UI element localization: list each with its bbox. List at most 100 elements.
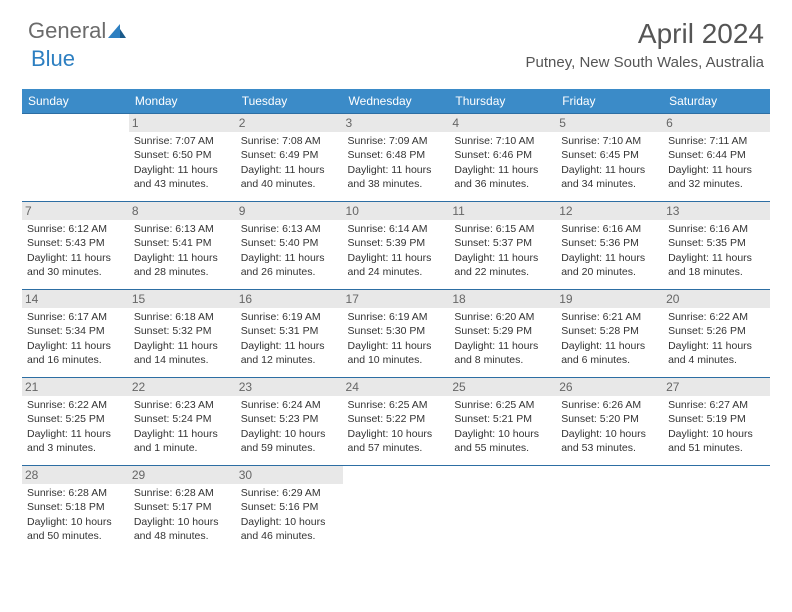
day-number: 13 bbox=[663, 202, 770, 220]
day-number: 8 bbox=[129, 202, 236, 220]
daylight-line: Daylight: 11 hours bbox=[241, 339, 338, 353]
weekday-header: Wednesday bbox=[343, 89, 450, 114]
sunrise-line: Sunrise: 6:22 AM bbox=[668, 310, 765, 324]
calendar-cell: 6Sunrise: 7:11 AMSunset: 6:44 PMDaylight… bbox=[663, 114, 770, 202]
daylight-line: and 14 minutes. bbox=[134, 353, 231, 367]
daylight-line: Daylight: 11 hours bbox=[348, 163, 445, 177]
calendar-cell: 14Sunrise: 6:17 AMSunset: 5:34 PMDayligh… bbox=[22, 290, 129, 378]
daylight-line: and 36 minutes. bbox=[454, 177, 551, 191]
calendar-body: 1Sunrise: 7:07 AMSunset: 6:50 PMDaylight… bbox=[22, 114, 770, 554]
daylight-line: and 3 minutes. bbox=[27, 441, 124, 455]
sunset-line: Sunset: 5:43 PM bbox=[27, 236, 124, 250]
calendar-cell: 21Sunrise: 6:22 AMSunset: 5:25 PMDayligh… bbox=[22, 378, 129, 466]
weekday-header: Monday bbox=[129, 89, 236, 114]
day-number: 1 bbox=[129, 114, 236, 132]
daylight-line: and 43 minutes. bbox=[134, 177, 231, 191]
calendar-cell: 18Sunrise: 6:20 AMSunset: 5:29 PMDayligh… bbox=[449, 290, 556, 378]
daylight-line: Daylight: 11 hours bbox=[27, 251, 124, 265]
calendar-row: 14Sunrise: 6:17 AMSunset: 5:34 PMDayligh… bbox=[22, 290, 770, 378]
logo: General bbox=[28, 18, 128, 44]
sunrise-line: Sunrise: 7:07 AM bbox=[134, 134, 231, 148]
calendar-cell: 26Sunrise: 6:26 AMSunset: 5:20 PMDayligh… bbox=[556, 378, 663, 466]
sunset-line: Sunset: 5:16 PM bbox=[241, 500, 338, 514]
day-number: 12 bbox=[556, 202, 663, 220]
daylight-line: Daylight: 11 hours bbox=[454, 163, 551, 177]
sunrise-line: Sunrise: 6:13 AM bbox=[134, 222, 231, 236]
day-number: 18 bbox=[449, 290, 556, 308]
sunset-line: Sunset: 5:34 PM bbox=[27, 324, 124, 338]
daylight-line: Daylight: 10 hours bbox=[668, 427, 765, 441]
calendar-cell: 13Sunrise: 6:16 AMSunset: 5:35 PMDayligh… bbox=[663, 202, 770, 290]
calendar-cell: 27Sunrise: 6:27 AMSunset: 5:19 PMDayligh… bbox=[663, 378, 770, 466]
sunset-line: Sunset: 5:30 PM bbox=[348, 324, 445, 338]
sunrise-line: Sunrise: 7:10 AM bbox=[454, 134, 551, 148]
daylight-line: Daylight: 11 hours bbox=[454, 339, 551, 353]
daylight-line: and 8 minutes. bbox=[454, 353, 551, 367]
day-number: 19 bbox=[556, 290, 663, 308]
sunset-line: Sunset: 5:20 PM bbox=[561, 412, 658, 426]
calendar-cell: 7Sunrise: 6:12 AMSunset: 5:43 PMDaylight… bbox=[22, 202, 129, 290]
day-number: 7 bbox=[22, 202, 129, 220]
daylight-line: and 4 minutes. bbox=[668, 353, 765, 367]
daylight-line: Daylight: 11 hours bbox=[134, 163, 231, 177]
daylight-line: Daylight: 10 hours bbox=[27, 515, 124, 529]
daylight-line: Daylight: 11 hours bbox=[668, 163, 765, 177]
sunset-line: Sunset: 5:41 PM bbox=[134, 236, 231, 250]
sunset-line: Sunset: 5:40 PM bbox=[241, 236, 338, 250]
daylight-line: Daylight: 11 hours bbox=[561, 339, 658, 353]
day-number: 29 bbox=[129, 466, 236, 484]
daylight-line: and 28 minutes. bbox=[134, 265, 231, 279]
calendar-cell: 22Sunrise: 6:23 AMSunset: 5:24 PMDayligh… bbox=[129, 378, 236, 466]
sunrise-line: Sunrise: 6:24 AM bbox=[241, 398, 338, 412]
sunset-line: Sunset: 5:39 PM bbox=[348, 236, 445, 250]
calendar-cell: 16Sunrise: 6:19 AMSunset: 5:31 PMDayligh… bbox=[236, 290, 343, 378]
day-number: 4 bbox=[449, 114, 556, 132]
daylight-line: Daylight: 11 hours bbox=[668, 339, 765, 353]
day-number: 21 bbox=[22, 378, 129, 396]
sunset-line: Sunset: 6:50 PM bbox=[134, 148, 231, 162]
daylight-line: Daylight: 11 hours bbox=[348, 339, 445, 353]
title-block: April 2024 Putney, New South Wales, Aust… bbox=[526, 18, 764, 71]
day-number: 27 bbox=[663, 378, 770, 396]
sunset-line: Sunset: 5:22 PM bbox=[348, 412, 445, 426]
calendar-row: 21Sunrise: 6:22 AMSunset: 5:25 PMDayligh… bbox=[22, 378, 770, 466]
calendar-cell bbox=[449, 466, 556, 554]
sunset-line: Sunset: 6:46 PM bbox=[454, 148, 551, 162]
calendar-cell: 9Sunrise: 6:13 AMSunset: 5:40 PMDaylight… bbox=[236, 202, 343, 290]
sunrise-line: Sunrise: 6:15 AM bbox=[454, 222, 551, 236]
sunrise-line: Sunrise: 6:27 AM bbox=[668, 398, 765, 412]
sunrise-line: Sunrise: 6:21 AM bbox=[561, 310, 658, 324]
calendar-cell bbox=[556, 466, 663, 554]
daylight-line: and 48 minutes. bbox=[134, 529, 231, 543]
location: Putney, New South Wales, Australia bbox=[526, 54, 764, 71]
calendar-cell: 4 Sunrise: 7:10 AMSunset: 6:46 PMDaylight… bbox=[449, 114, 556, 202]
calendar-cell bbox=[343, 466, 450, 554]
daylight-line: and 55 minutes. bbox=[454, 441, 551, 455]
calendar-cell: 8Sunrise: 6:13 AMSunset: 5:41 PMDaylight… bbox=[129, 202, 236, 290]
sunset-line: Sunset: 6:45 PM bbox=[561, 148, 658, 162]
sunrise-line: Sunrise: 6:18 AM bbox=[134, 310, 231, 324]
sunrise-line: Sunrise: 6:28 AM bbox=[134, 486, 231, 500]
sunrise-line: Sunrise: 6:20 AM bbox=[454, 310, 551, 324]
calendar-cell: 17Sunrise: 6:19 AMSunset: 5:30 PMDayligh… bbox=[343, 290, 450, 378]
daylight-line: Daylight: 11 hours bbox=[134, 339, 231, 353]
day-number: 23 bbox=[236, 378, 343, 396]
calendar-cell: 1 Sunrise: 7:07 AMSunset: 6:50 PMDaylight… bbox=[129, 114, 236, 202]
daylight-line: and 18 minutes. bbox=[668, 265, 765, 279]
daylight-line: and 10 minutes. bbox=[348, 353, 445, 367]
day-number: 22 bbox=[129, 378, 236, 396]
sunrise-line: Sunrise: 6:22 AM bbox=[27, 398, 124, 412]
daylight-line: and 16 minutes. bbox=[27, 353, 124, 367]
calendar-header-row: SundayMondayTuesdayWednesdayThursdayFrid… bbox=[22, 89, 770, 114]
sunset-line: Sunset: 5:21 PM bbox=[454, 412, 551, 426]
weekday-header: Saturday bbox=[663, 89, 770, 114]
sunrise-line: Sunrise: 6:13 AM bbox=[241, 222, 338, 236]
sunset-line: Sunset: 6:44 PM bbox=[668, 148, 765, 162]
daylight-line: Daylight: 11 hours bbox=[668, 251, 765, 265]
daylight-line: Daylight: 11 hours bbox=[27, 339, 124, 353]
sunset-line: Sunset: 5:24 PM bbox=[134, 412, 231, 426]
weekday-header: Sunday bbox=[22, 89, 129, 114]
daylight-line: and 30 minutes. bbox=[27, 265, 124, 279]
calendar-cell: 12Sunrise: 6:16 AMSunset: 5:36 PMDayligh… bbox=[556, 202, 663, 290]
daylight-line: and 6 minutes. bbox=[561, 353, 658, 367]
